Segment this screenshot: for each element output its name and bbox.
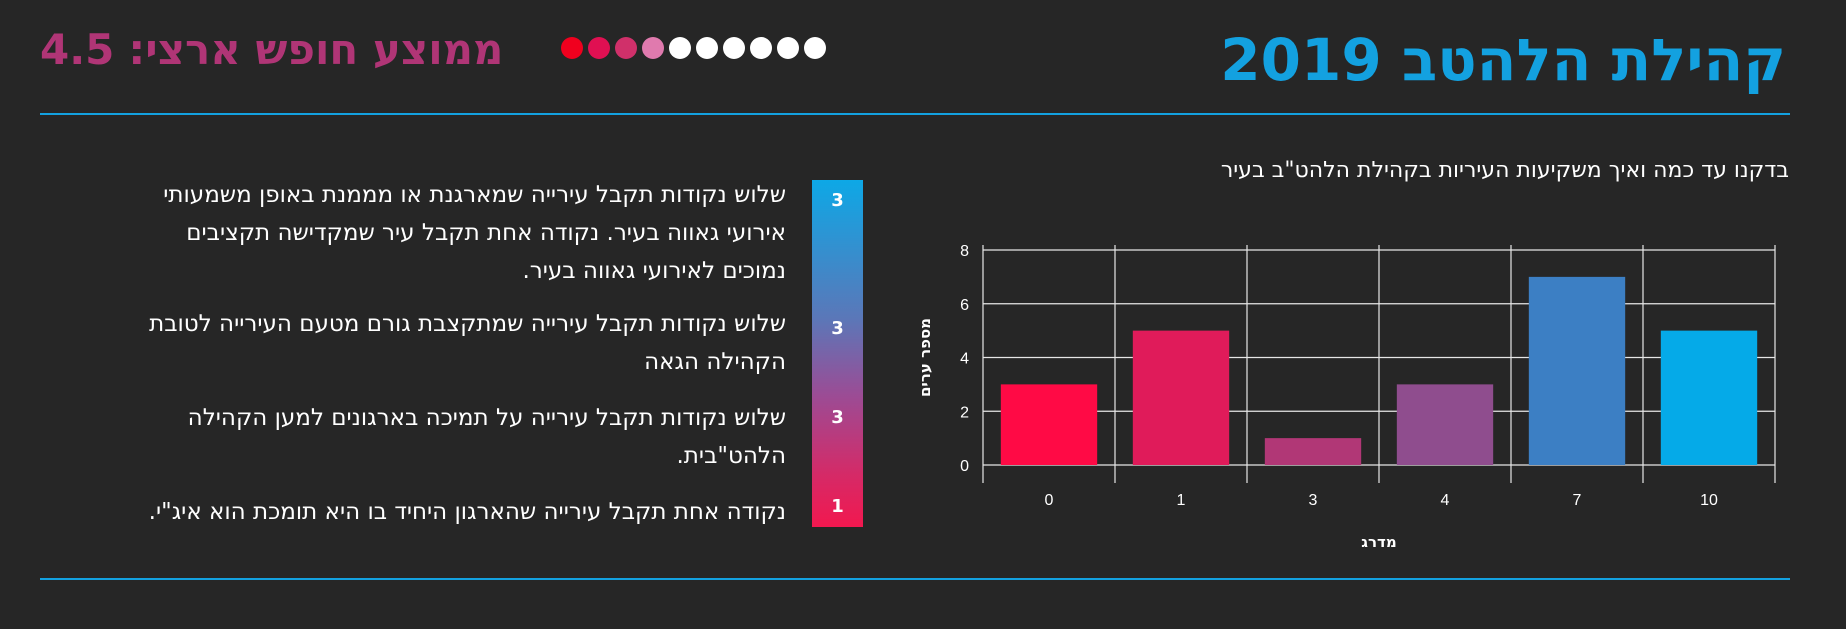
x-axis-title: מדרג — [1361, 533, 1396, 551]
page-title: קהילת הלהטב 2019 — [1220, 26, 1786, 94]
score-value: 3 — [831, 318, 844, 339]
rating-dot — [750, 37, 772, 59]
criterion-text: שלוש נקודות תקבל עירייה שמתקצבת גורם מטע… — [149, 311, 786, 375]
score-value: 1 — [831, 496, 844, 517]
bar — [1528, 276, 1626, 465]
y-tick-label: 2 — [960, 404, 969, 421]
y-tick-label: 0 — [960, 458, 969, 475]
score-value: 3 — [831, 407, 844, 428]
rating-dot — [723, 37, 745, 59]
bar — [1660, 330, 1758, 465]
rating-dot — [561, 37, 583, 59]
rating-dot — [588, 37, 610, 59]
x-tick-label: 7 — [1573, 492, 1582, 509]
x-tick-label: 3 — [1309, 492, 1318, 509]
score-scale-bar: 3 3 3 1 — [812, 180, 863, 527]
footer-divider — [40, 578, 1790, 580]
rating-dots — [561, 37, 826, 59]
bar-chart: 0 2 4 6 8 0 1 3 4 7 10 מדרג מספר ערים — [916, 243, 1776, 551]
score-value: 3 — [831, 190, 844, 211]
national-average-value: 4.5 — [40, 25, 115, 74]
rating-dot — [615, 37, 637, 59]
bar — [1396, 384, 1494, 465]
criterion-text: שלוש נקודות תקבל עירייה שמארגנת או מממנת… — [163, 182, 786, 284]
national-average-label: ממוצע חופש ארצי: — [128, 25, 504, 74]
y-tick-label: 6 — [960, 297, 969, 314]
bar — [1132, 330, 1230, 465]
rating-dot — [696, 37, 718, 59]
criterion-text: שלוש נקודות תקבל עירייה על תמיכה בארגוני… — [187, 405, 786, 469]
x-tick-label: 1 — [1177, 492, 1186, 509]
x-tick-label: 10 — [1700, 492, 1718, 509]
rating-dot — [642, 37, 664, 59]
chart-subtitle: בדקנו עד כמה ואיך משקיעות העיריות בקהילת… — [1220, 158, 1789, 183]
bar — [1264, 438, 1362, 465]
bar — [1000, 384, 1098, 465]
rating-dot — [669, 37, 691, 59]
x-tick-label: 4 — [1441, 492, 1450, 509]
criterion-text: נקודה אחת תקבל עירייה שהארגון היחיד בו ה… — [148, 499, 786, 525]
y-tick-label: 4 — [960, 351, 969, 368]
y-tick-label: 8 — [960, 243, 969, 260]
y-axis-title: מספר ערים — [916, 318, 934, 397]
header-divider — [40, 113, 1790, 115]
rating-dot — [804, 37, 826, 59]
national-average: ממוצע חופש ארצי: 4.5 — [40, 18, 503, 82]
x-tick-label: 0 — [1045, 492, 1054, 509]
rating-dot — [777, 37, 799, 59]
